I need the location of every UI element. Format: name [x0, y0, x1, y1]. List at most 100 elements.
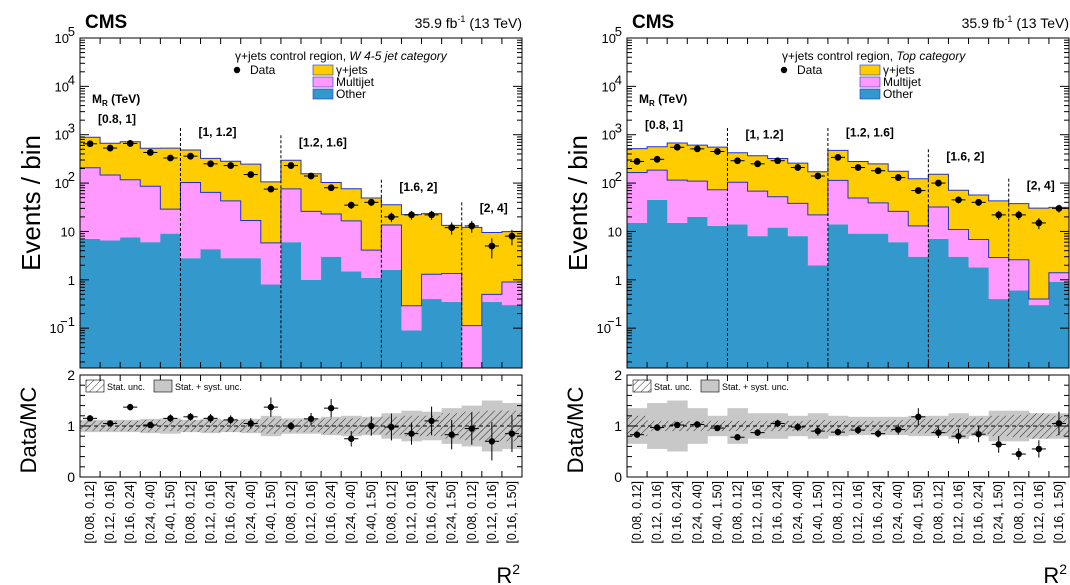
- bar-multijet: [401, 305, 422, 331]
- data-point: [287, 162, 295, 169]
- x-tick-label: [0.08, 0.12]: [384, 481, 398, 544]
- ratio-point: [834, 428, 842, 436]
- bar-jets: [667, 142, 688, 181]
- bar-multijet: [361, 250, 382, 278]
- y-tick-label: 10: [597, 321, 611, 336]
- bar-other: [928, 238, 949, 368]
- bar-other: [100, 240, 121, 368]
- bar-jets: [868, 163, 889, 203]
- legend-data-marker: [233, 66, 241, 74]
- x-tick-label: [0.16, 0.24]: [224, 481, 238, 544]
- bar-jets: [461, 227, 483, 326]
- data-point: [327, 184, 335, 192]
- ratio-point: [774, 420, 781, 427]
- bar-multijet: [827, 180, 849, 225]
- bar-other: [827, 224, 849, 368]
- ratio-point: [975, 430, 982, 438]
- y-tick-exponent: −1: [60, 314, 75, 329]
- stat-unc-band: [868, 420, 889, 432]
- legend-swatch: [312, 76, 334, 88]
- bar-other: [988, 299, 1010, 368]
- bar-other: [180, 258, 201, 368]
- bar-other: [868, 233, 889, 368]
- x-tick-label: [0.24, 0.40]: [690, 481, 704, 544]
- bar-multijet: [928, 207, 949, 239]
- x-tick-label: [0.08, 0.12]: [83, 481, 97, 544]
- bar-multijet: [80, 167, 101, 239]
- x-tick-label: [0.24, 1.50]: [992, 481, 1006, 544]
- ratio-point: [794, 423, 801, 431]
- bar-other: [787, 236, 809, 368]
- stat-unc-band: [321, 418, 342, 434]
- bar-multijet: [160, 209, 181, 234]
- legend-label: Other: [336, 87, 366, 101]
- x-tick-label: [0.40, 1.50]: [710, 481, 724, 544]
- y-tick-label: 10: [50, 321, 64, 336]
- legend-swatch: [859, 76, 881, 88]
- ratio-y-axis-title: Data/MC: [563, 386, 588, 473]
- y-axis-title: Events / bin: [563, 135, 593, 271]
- data-point: [894, 174, 902, 181]
- ratio-panel: 0 1 2 Stat. unc. Stat. + syst. unc.: [614, 367, 1070, 485]
- bar-jets: [120, 141, 141, 180]
- x-axis-title: R2: [496, 561, 520, 585]
- bar-other: [160, 233, 181, 368]
- x-tick-label: [0.16, 0.24]: [324, 481, 338, 544]
- bar-multijet: [727, 182, 748, 225]
- bar-jets: [767, 158, 789, 197]
- y-tick-exponent: 4: [68, 72, 75, 87]
- legend-syst-swatch: [700, 379, 720, 393]
- x-tick-label: [0.12, 0.16]: [103, 481, 117, 544]
- ratio-point: [874, 430, 882, 437]
- bar-other: [1008, 290, 1030, 368]
- bar-jets: [301, 173, 322, 212]
- ratio-point: [187, 413, 194, 421]
- data-point: [935, 179, 942, 187]
- x-tick-label: [0.12, 0.16]: [650, 481, 664, 544]
- ratio-point: [1055, 420, 1063, 427]
- bar-multijet: [100, 175, 121, 241]
- bar-jets: [260, 181, 282, 243]
- x-tick-label: [0.12, 0.16]: [1032, 481, 1046, 544]
- ratio-point: [327, 404, 335, 412]
- bar-multijet: [868, 202, 889, 234]
- legend-swatch: [312, 64, 334, 76]
- x-tick-label: [0.08, 0.12]: [284, 481, 298, 544]
- bar-other: [481, 301, 503, 368]
- bar-multijet: [260, 242, 282, 285]
- bar-multijet: [707, 189, 728, 226]
- y-tick-label: 10: [602, 79, 616, 94]
- x-tick-label: [0.12, 0.16]: [851, 481, 865, 544]
- bar-jets: [401, 214, 422, 306]
- mr-group-label: [0.8, 1]: [98, 112, 136, 126]
- x-tick-label: [0.12, 0.16]: [304, 481, 318, 544]
- data-point: [207, 160, 214, 168]
- ratio-tick-label: 1: [614, 418, 622, 434]
- ratio-point: [488, 438, 496, 445]
- x-tick-label: [0.16, 0.24]: [771, 481, 785, 544]
- legend-stat-swatch: [632, 379, 652, 393]
- ratio-point: [247, 420, 254, 427]
- mr-group-label: [1.6, 2]: [946, 149, 984, 163]
- ratio-point: [1035, 445, 1043, 453]
- x-tick-label: [0.12, 0.16]: [405, 481, 419, 544]
- legend-syst-swatch: [153, 379, 173, 393]
- ratio-point: [428, 417, 435, 425]
- ratio-point: [1015, 450, 1022, 458]
- bar-jets: [1028, 208, 1050, 300]
- x-tick-label: [0.12, 0.16]: [751, 481, 765, 544]
- data-point: [468, 222, 476, 230]
- bar-multijet: [787, 203, 809, 237]
- bar-other: [948, 256, 969, 368]
- bar-jets: [928, 174, 949, 207]
- multijet-outline: [627, 169, 1069, 300]
- legend-swatch: [859, 64, 881, 76]
- y-tick-label: 10: [55, 128, 69, 143]
- ratio-point: [915, 413, 922, 421]
- y-tick-exponent: 5: [615, 24, 622, 39]
- bar-other: [707, 225, 728, 368]
- y-tick-label: 10: [55, 79, 69, 94]
- legend-label: γ+jets: [883, 63, 915, 77]
